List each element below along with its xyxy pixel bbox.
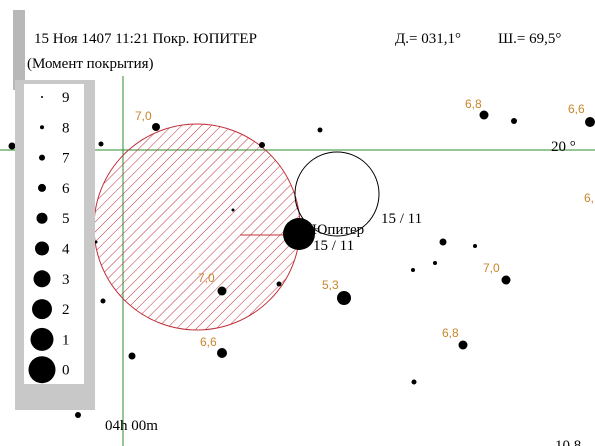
legend-dot bbox=[28, 356, 56, 384]
star bbox=[259, 142, 265, 148]
header-box bbox=[14, 10, 595, 76]
legend-dot bbox=[38, 183, 46, 192]
star bbox=[479, 110, 489, 120]
star-label: 7,0 bbox=[483, 261, 500, 275]
legend-label: 1 bbox=[62, 332, 70, 348]
legend-label: 3 bbox=[62, 272, 70, 288]
legend-label: 9 bbox=[62, 90, 70, 106]
star bbox=[152, 123, 160, 131]
star-label: 7,0 bbox=[135, 109, 152, 123]
legend-dot bbox=[36, 212, 48, 224]
star-label: 6, bbox=[584, 191, 594, 205]
legend-dot bbox=[40, 125, 44, 130]
star-label: 6,8 bbox=[442, 326, 459, 340]
moon-disk bbox=[93, 123, 301, 331]
star bbox=[128, 352, 136, 360]
legend-dot bbox=[35, 241, 49, 256]
star bbox=[217, 286, 227, 296]
legend-dot bbox=[41, 96, 43, 98]
legend-label: 8 bbox=[62, 120, 70, 136]
header-latitude: Ш.= 69,5° bbox=[498, 31, 561, 47]
grid-label: 20 ° bbox=[551, 139, 576, 155]
planet-date: 15 / 11 bbox=[313, 238, 354, 254]
legend-label: 7 bbox=[62, 151, 70, 167]
star bbox=[100, 298, 106, 304]
star bbox=[94, 240, 98, 244]
star bbox=[337, 291, 351, 305]
star bbox=[473, 244, 477, 248]
legend: 9 8 7 6 5 4 3 2 1 0 bbox=[15, 80, 95, 410]
star-label: 5,3 bbox=[322, 278, 339, 292]
star bbox=[317, 127, 323, 133]
grid-label: 04h 00m bbox=[105, 418, 158, 434]
legend-dot bbox=[33, 270, 51, 288]
legend-dot bbox=[39, 154, 45, 161]
star-label: 6,8 bbox=[465, 97, 482, 111]
legend-dot bbox=[30, 327, 54, 351]
legend-label: 4 bbox=[62, 242, 70, 258]
header-title: 15 Ноя 1407 11:21 Покр. ЮПИТЕР bbox=[34, 31, 257, 47]
bottom-label: 10 8 bbox=[555, 438, 581, 446]
star-label: 6,6 bbox=[200, 335, 217, 349]
star bbox=[501, 275, 511, 285]
labels: 7,0 6,8 6,6 7,0 6,6 5,3 7,0 6,8 6, 20 ° 04h 00m Юпи… bbox=[105, 97, 594, 446]
star bbox=[585, 117, 595, 127]
stars bbox=[8, 110, 595, 418]
legend-label: 2 bbox=[62, 302, 70, 318]
star bbox=[411, 379, 417, 385]
legend-label: 5 bbox=[62, 211, 70, 227]
star bbox=[217, 348, 227, 358]
star bbox=[276, 281, 282, 287]
star bbox=[231, 208, 235, 212]
moon-outline bbox=[294, 151, 380, 237]
star bbox=[433, 261, 437, 265]
legend-dot bbox=[32, 299, 52, 320]
star bbox=[458, 340, 468, 350]
header-declination: Д.= 031,1° bbox=[395, 31, 461, 47]
star bbox=[411, 268, 415, 272]
frame-bar bbox=[13, 10, 25, 84]
header-subtitle: (Момент покрытия) bbox=[27, 56, 154, 72]
star bbox=[8, 142, 16, 150]
jupiter bbox=[283, 218, 315, 250]
star-label: 7,0 bbox=[198, 271, 215, 285]
moon-date: 15 / 11 bbox=[381, 211, 422, 227]
star bbox=[98, 141, 104, 147]
star bbox=[439, 238, 447, 246]
star-label: 6,6 bbox=[568, 102, 585, 116]
planet-label: Юпитер bbox=[312, 222, 364, 238]
star bbox=[511, 118, 517, 124]
header-bg bbox=[0, 0, 595, 12]
legend-label: 0 bbox=[62, 363, 70, 379]
star bbox=[75, 412, 81, 418]
legend-label: 6 bbox=[62, 181, 70, 197]
